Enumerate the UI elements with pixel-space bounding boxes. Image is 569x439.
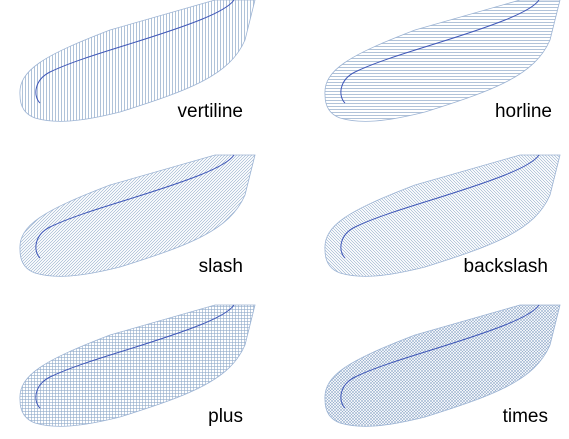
panel-times: times: [324, 304, 561, 427]
panel-label: slash: [199, 256, 243, 277]
panel-slash: slash: [19, 154, 256, 277]
panel-backslash: backslash: [324, 154, 561, 277]
panel-label: horline: [495, 101, 552, 122]
panel-vertiline: vertiline: [19, 0, 256, 122]
centerline: [35, 0, 235, 104]
panel-plus: plus: [19, 304, 256, 427]
hatched-region: [324, 304, 561, 427]
panel-label: vertiline: [178, 101, 243, 122]
centerline: [35, 154, 235, 259]
hatched-region: [324, 0, 561, 122]
panel-horline: horline: [324, 0, 561, 122]
centerline: [340, 154, 540, 259]
hatched-region: [19, 304, 256, 427]
panel-label: times: [503, 406, 548, 427]
panel-label: plus: [208, 406, 243, 427]
centerline: [340, 304, 540, 409]
centerline: [340, 0, 540, 104]
centerline: [35, 304, 235, 409]
hatched-region: [324, 154, 561, 277]
panel-label: backslash: [464, 256, 549, 277]
hatched-region: [19, 0, 256, 122]
hatched-region: [19, 154, 256, 277]
